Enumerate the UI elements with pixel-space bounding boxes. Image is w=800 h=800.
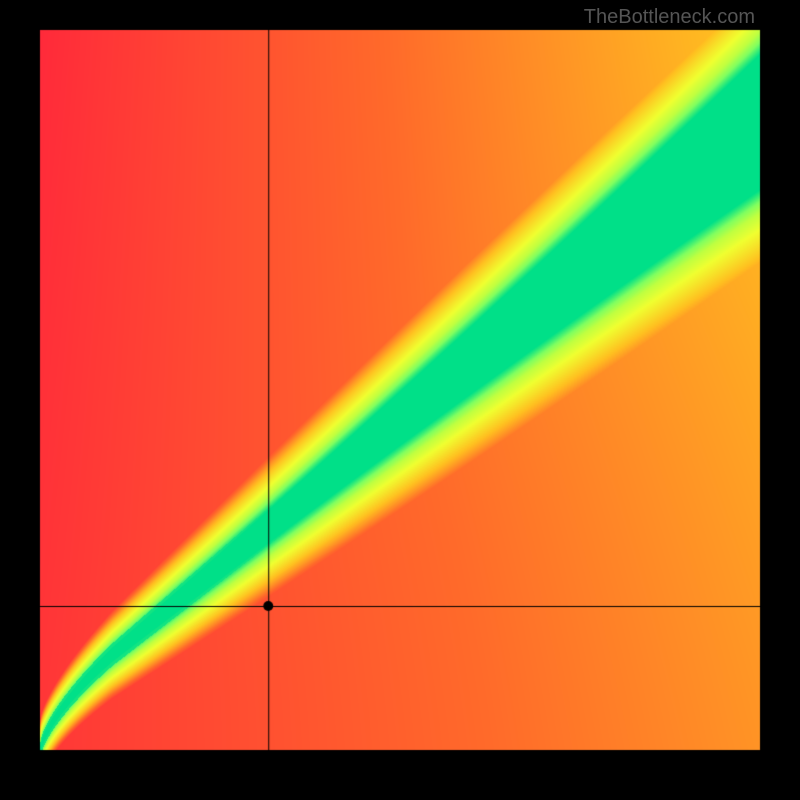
chart-container: TheBottleneck.com [0,0,800,800]
attribution-label: TheBottleneck.com [584,6,755,29]
heatmap-canvas [0,0,800,800]
